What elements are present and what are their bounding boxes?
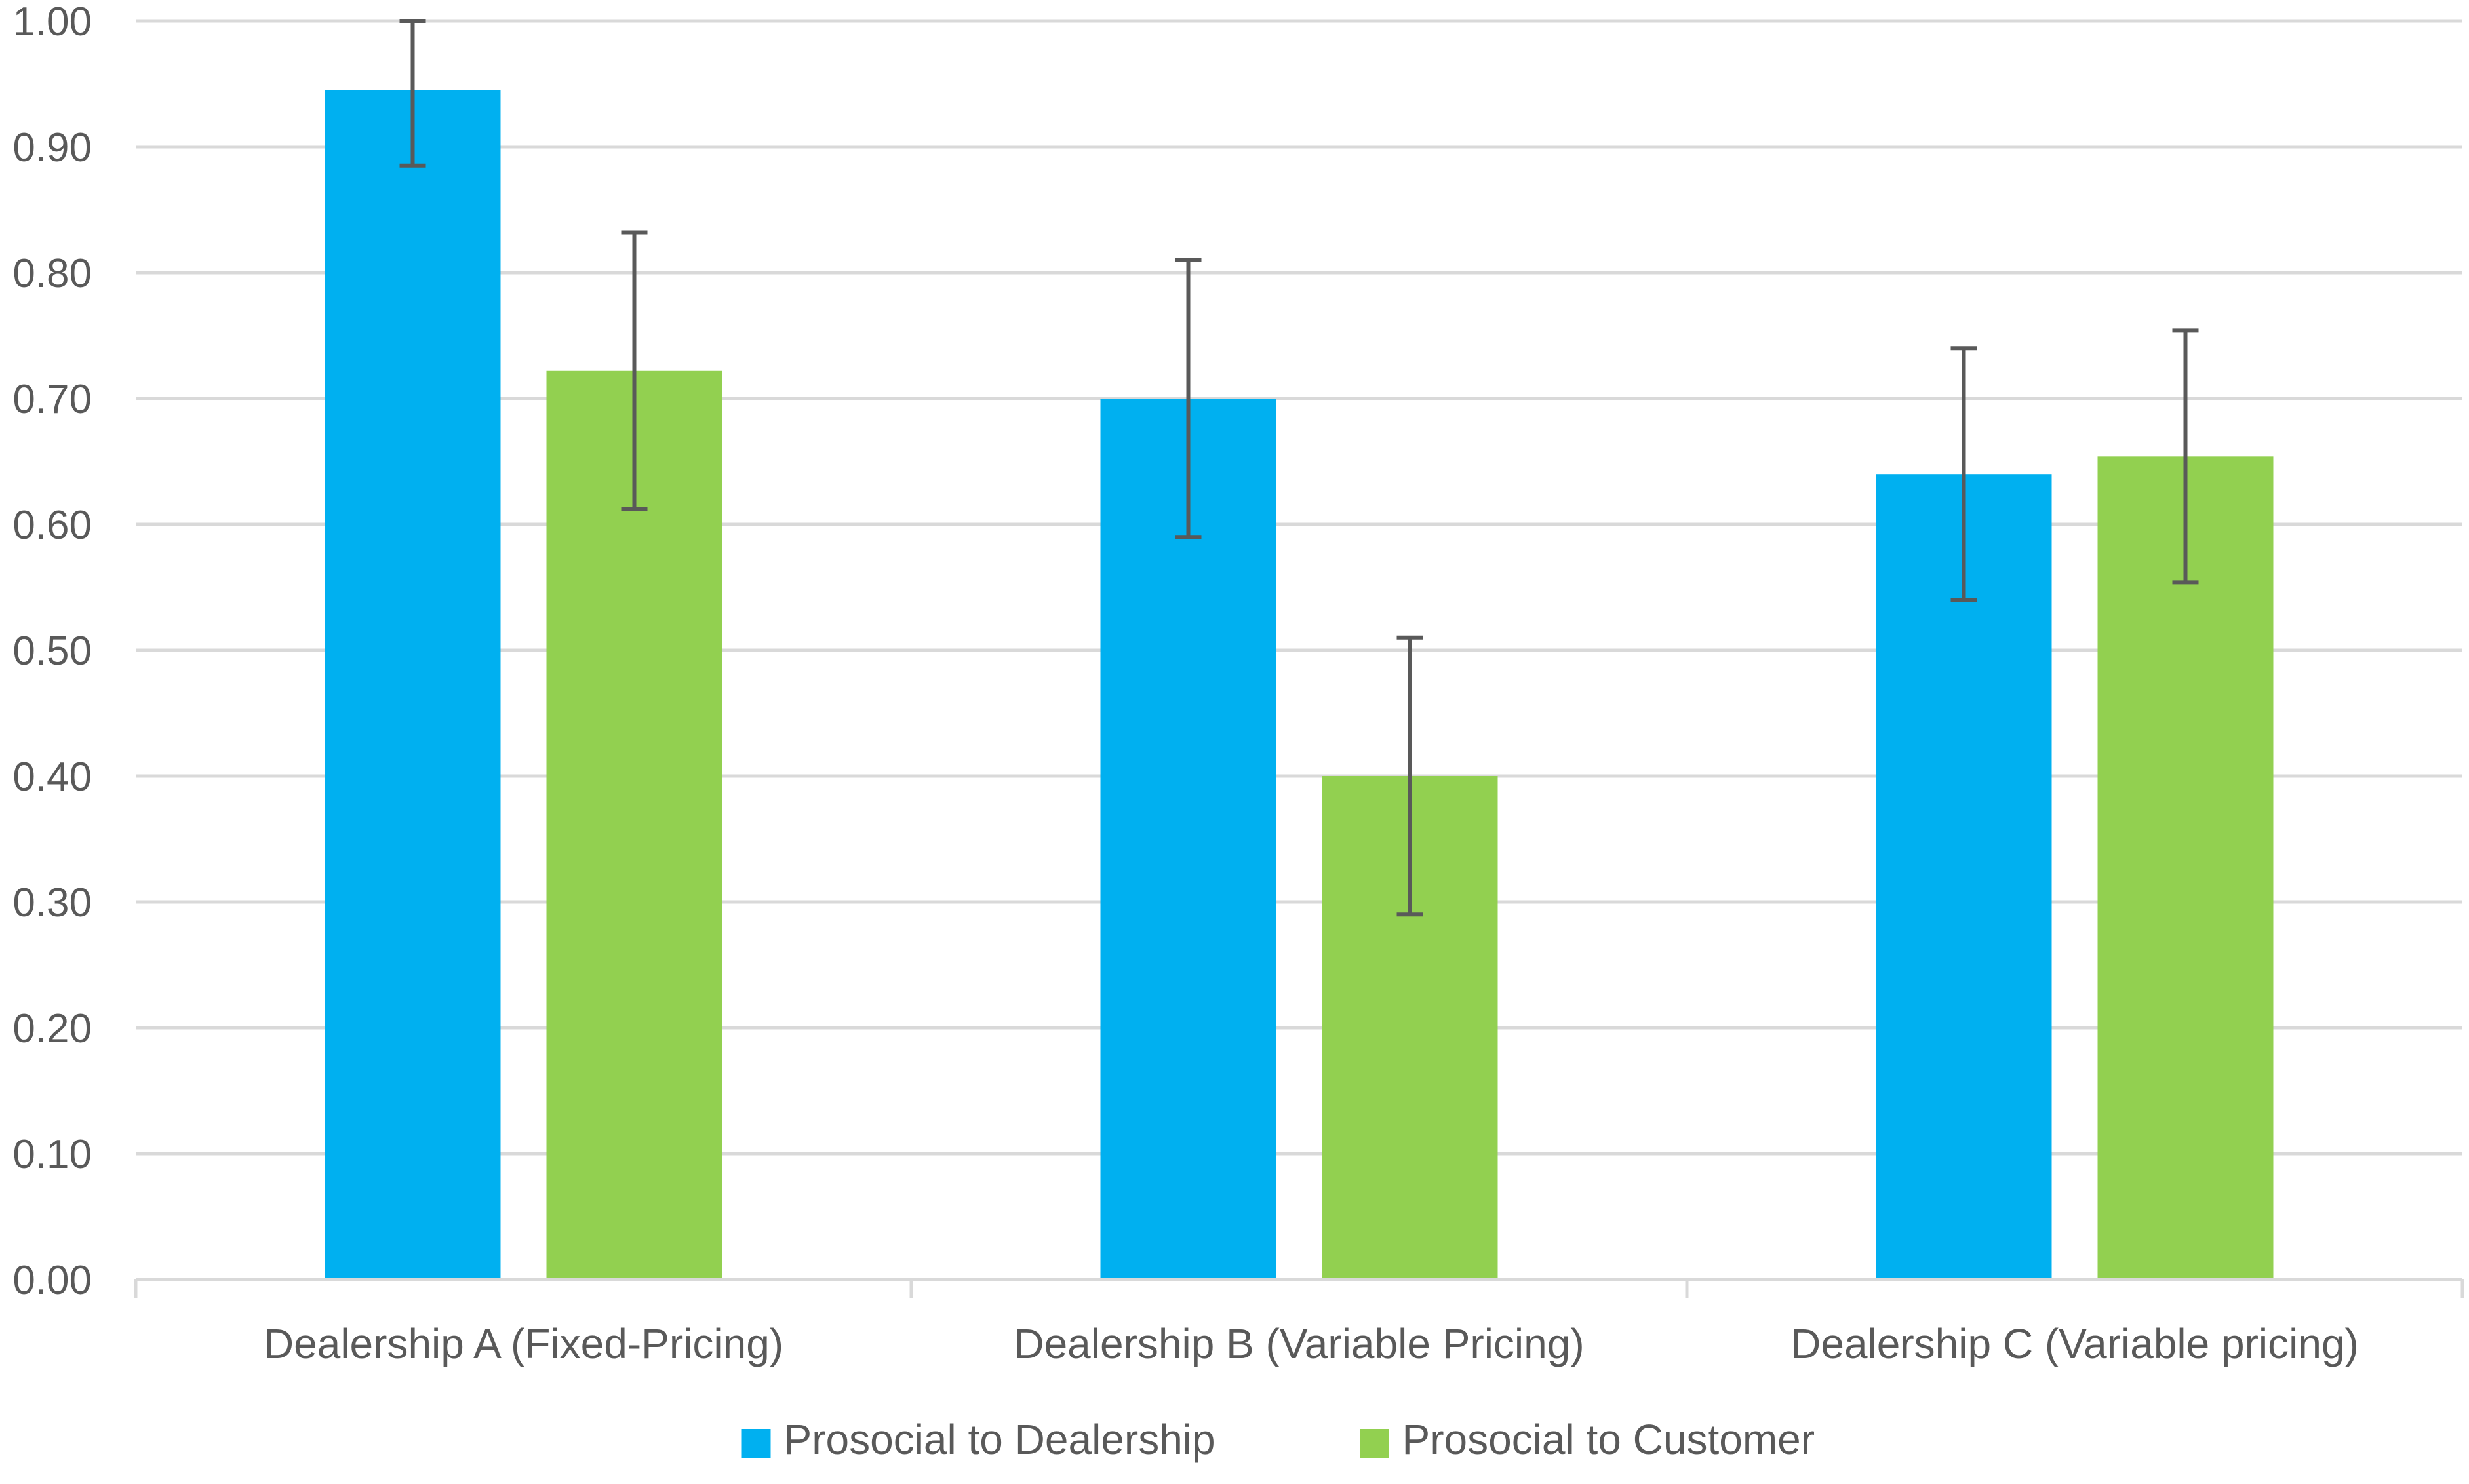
legend-swatch — [1360, 1429, 1389, 1458]
legend-item[interactable]: Prosocial to Customer — [1360, 1416, 1815, 1463]
error-bar — [621, 230, 648, 511]
legend-item[interactable]: Prosocial to Dealership — [741, 1416, 1215, 1463]
y-tick-label: 0.20 — [12, 1006, 92, 1051]
y-tick-label: 0.70 — [12, 377, 92, 422]
x-tick-labels: Dealership A (Fixed-Pricing) Dealership B… — [264, 1320, 2359, 1367]
bar-dealership[interactable] — [1876, 474, 2052, 1280]
x-tick-label: Dealership C (Variable pricing) — [1790, 1320, 2359, 1367]
error-bar — [2172, 328, 2199, 585]
y-tick-label: 0.60 — [12, 503, 92, 548]
y-tick-label: 0.50 — [12, 629, 92, 674]
error-bars — [399, 19, 2199, 917]
bar-customer[interactable] — [2097, 456, 2274, 1279]
x-axis — [134, 1278, 2464, 1298]
y-tick-label: 0.80 — [12, 251, 92, 296]
x-tick-label: Dealership A (Fixed-Pricing) — [264, 1320, 783, 1367]
y-tick-label: 0.40 — [12, 754, 92, 800]
error-bar — [1396, 635, 1423, 917]
bar-customer[interactable] — [546, 370, 722, 1279]
y-tick-labels: 0.00 0.10 0.20 0.30 0.40 0.50 0.60 0.70 0.80 0.90… — [12, 0, 92, 1303]
error-bar — [1950, 346, 1977, 602]
y-tick-label: 0.00 — [12, 1258, 92, 1303]
y-tick-label: 0.90 — [12, 125, 92, 170]
legend-label: Prosocial to Customer — [1402, 1416, 1815, 1463]
y-tick-label: 0.30 — [12, 880, 92, 926]
y-tick-label: 1.00 — [12, 0, 92, 45]
bar-dealership[interactable] — [325, 90, 501, 1280]
x-tick-label: Dealership B (Variable Pricing) — [1014, 1320, 1584, 1367]
legend-swatch — [741, 1429, 771, 1458]
error-bar — [1175, 258, 1202, 539]
bar-dealership[interactable] — [1100, 399, 1276, 1279]
gridlines — [136, 19, 2462, 1156]
bars — [325, 90, 2274, 1280]
y-tick-label: 0.10 — [12, 1132, 92, 1177]
legend[interactable]: Prosocial to Dealership Prosocial to Cust… — [741, 1416, 1815, 1463]
error-bar — [399, 19, 426, 168]
legend-label: Prosocial to Dealership — [784, 1416, 1215, 1463]
